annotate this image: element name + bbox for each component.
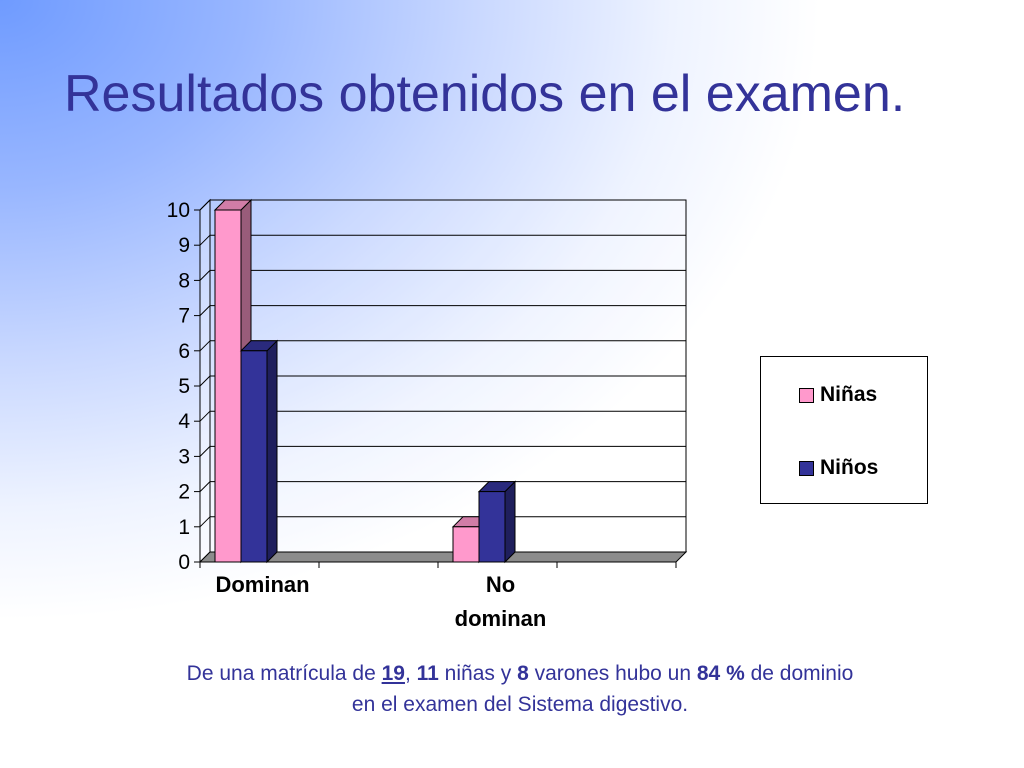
slide-title: Resultados obtenidos en el examen. [64,65,906,123]
caption: De una matrícula de 19, 11 niñas y 8 var… [0,658,1024,720]
x-category-label: No [486,572,515,597]
bar-front [452,526,480,563]
caption-text: niñas y [438,662,518,685]
bar-side [266,339,278,564]
y-tick-label: 6 [178,340,190,363]
chart-legend: Niñas Niños [760,356,928,504]
gridline-side [199,516,211,528]
y-tick-label: 8 [178,269,190,292]
caption-boys-count: 8 [517,662,529,685]
bar-ninos-1 [477,480,517,564]
x-category-label: Dominan [215,572,309,597]
caption-text: de dominio [744,662,854,685]
legend-label-ninas: Niñas [820,383,878,406]
gridline-side [199,481,211,492]
y-tick-labels: 0 1 2 3 4 5 6 7 8 9 10 [167,199,191,574]
bar-front [214,209,242,563]
y-tick-label: 9 [178,234,190,257]
legend-item-ninas: Niñas [799,383,877,407]
gridline-side [199,446,211,457]
y-tick-label: 7 [178,305,190,328]
gridline-side [199,270,211,281]
bar-ninos-0 [239,339,279,564]
gridline-side [199,410,211,422]
caption-percent: 84 % [696,662,745,685]
y-tick-label: 5 [178,375,190,398]
y-tick-label: 1 [178,516,190,539]
bar-front [478,491,506,563]
gridline-side [199,375,211,387]
gridlines [199,199,686,528]
caption-text: , [404,662,417,685]
x-category-label: dominan [455,606,547,631]
caption-line-1: De una matrícula de 19, 11 niñas y 8 var… [0,658,1024,689]
legend-swatch-ninos [799,460,814,476]
gridline-side [199,234,211,246]
caption-text: De una matrícula de [186,662,382,685]
legend-item-ninos: Niños [799,456,878,480]
legend-label-ninos: Niños [820,456,879,479]
gridline-side [199,305,211,316]
y-tick-label: 3 [178,445,190,468]
y-tick-label: 10 [167,199,190,222]
y-tick-label: 0 [178,551,190,574]
caption-text: varones hubo un [528,662,697,685]
gridline-side [199,340,211,352]
bar-side [504,480,516,564]
caption-enrollment: 19 [381,662,405,685]
y-tick-label: 4 [178,410,190,433]
legend-swatch-ninas [799,387,814,403]
caption-girls-count: 11 [416,662,439,685]
caption-line-2: en el examen del Sistema digestivo. [351,693,689,716]
bar-front [240,350,268,563]
axes [194,209,677,568]
bars [213,198,517,564]
x-category-labels: Dominan No dominan [215,572,546,631]
gridline-side [199,199,211,211]
y-tick-label: 2 [178,481,190,504]
